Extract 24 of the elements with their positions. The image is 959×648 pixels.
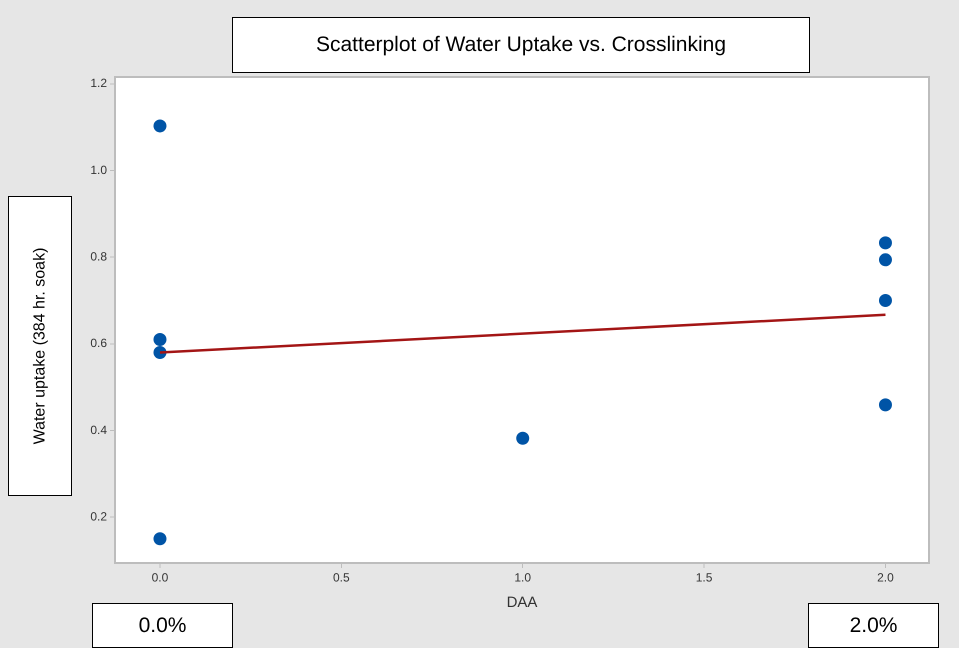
point	[878, 253, 892, 266]
y-tick-label: 1.2	[90, 76, 108, 90]
x-tick-label: 0.5	[333, 570, 350, 585]
x-tick-label: 0.0	[152, 570, 169, 585]
y-axis-title: Water uptake (384 hr. soak)	[31, 248, 49, 444]
text: 2.0%	[808, 603, 939, 648]
point	[516, 432, 530, 445]
point	[878, 398, 892, 412]
x-tick-label: 1.5	[696, 570, 713, 585]
y-tick-label: 1.0	[90, 162, 108, 177]
point	[153, 532, 166, 546]
point	[878, 294, 892, 308]
x-tick-label: 2.0	[877, 570, 894, 585]
point	[153, 119, 166, 132]
y-tick-label: 0.8	[90, 250, 108, 264]
text: 0.0%	[92, 603, 233, 648]
point	[878, 236, 892, 250]
chart-title: Scatterplot of Water Uptake vs. Crosslinking	[232, 17, 810, 73]
point	[153, 332, 166, 346]
y-tick-label: 0.6	[90, 336, 108, 350]
x-tick-label: 1.0	[514, 570, 532, 585]
x-axis-title: DAA	[506, 594, 538, 612]
y-tick-label: 0.4	[90, 422, 108, 437]
y-tick-label: 0.2	[90, 509, 108, 524]
